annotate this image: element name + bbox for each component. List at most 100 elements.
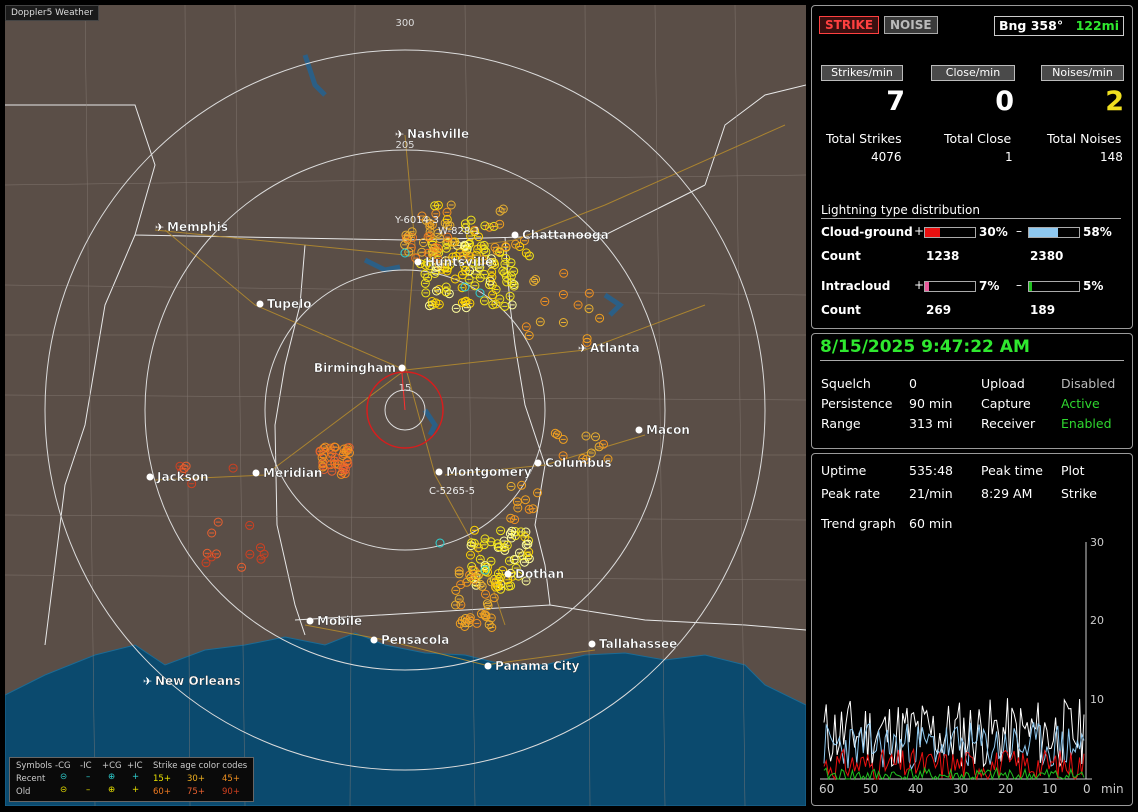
noises-min-value: 2 bbox=[1105, 86, 1124, 117]
uptime-label: Uptime bbox=[821, 463, 867, 478]
strike-marker-recent bbox=[435, 538, 445, 548]
x-tick-10: 10 bbox=[1042, 782, 1057, 796]
state-borders bbox=[5, 84, 806, 646]
strike-marker bbox=[595, 313, 605, 323]
strike-button[interactable]: STRIKE bbox=[819, 16, 880, 34]
cg-pos-count: 1238 bbox=[926, 249, 960, 263]
ring-label: 300 bbox=[395, 18, 414, 29]
strike-marker bbox=[483, 601, 493, 611]
city-label: Atlanta bbox=[590, 341, 640, 355]
strike-marker bbox=[477, 581, 487, 591]
strike-marker bbox=[473, 244, 483, 254]
lightning-map[interactable]: ✈ Nashville ✈ Memphis Chattanooga Huntsville T… bbox=[5, 5, 806, 806]
strike-marker bbox=[450, 274, 460, 284]
cg-neg-bar bbox=[1028, 227, 1080, 238]
trend-label: Trend graph bbox=[821, 516, 896, 531]
strike-marker bbox=[466, 541, 476, 551]
strike-marker bbox=[461, 223, 471, 233]
strike-marker bbox=[524, 504, 534, 514]
legend-type: +CG bbox=[102, 761, 122, 771]
strike-marker bbox=[491, 299, 501, 309]
close-min-header: Close/min bbox=[931, 65, 1015, 81]
strike-marker bbox=[228, 463, 238, 473]
squelch-label: Squelch bbox=[821, 376, 871, 391]
strike-marker bbox=[558, 434, 568, 444]
strike-marker bbox=[470, 281, 480, 291]
x-tick-20: 20 bbox=[998, 782, 1013, 796]
cg-pos-bar bbox=[924, 227, 976, 238]
strike-marker bbox=[430, 201, 440, 211]
strike-marker bbox=[517, 480, 527, 490]
city-label: Chattanooga bbox=[522, 228, 609, 242]
strike-marker bbox=[550, 428, 560, 438]
strike-marker bbox=[213, 517, 223, 527]
strike-marker bbox=[256, 554, 266, 564]
strike-marker bbox=[434, 260, 444, 270]
storm-id: C-5265-5 bbox=[429, 486, 475, 497]
trend-panel: Uptime 535:48 Peak time Plot Peak rate 2… bbox=[811, 453, 1133, 806]
upload-label: Upload bbox=[981, 376, 1025, 391]
plot-value[interactable]: Strike bbox=[1061, 486, 1097, 501]
city-label: Memphis bbox=[167, 220, 228, 234]
peak-time-label: Peak time bbox=[981, 463, 1043, 478]
strike-marker bbox=[245, 520, 255, 530]
strike-marker bbox=[496, 526, 506, 536]
distribution-title: Lightning type distribution bbox=[821, 203, 1121, 219]
strike-marker bbox=[498, 204, 508, 214]
strike-marker bbox=[481, 612, 491, 622]
strike-marker bbox=[443, 220, 452, 230]
city-label: Montgomery bbox=[446, 465, 532, 479]
plot-label: Plot bbox=[1061, 463, 1085, 478]
map-legend: Symbols -CG -IC +CG +IC Strike age color… bbox=[9, 757, 254, 802]
trend-series bbox=[823, 747, 1085, 781]
legend-type: -IC bbox=[80, 761, 92, 771]
strike-marker bbox=[491, 285, 501, 294]
legend-age-30: 30+ bbox=[187, 774, 205, 784]
ic-pos-bar bbox=[924, 281, 976, 292]
strike-marker-recent bbox=[480, 565, 490, 575]
strike-marker bbox=[454, 566, 464, 576]
strike-marker bbox=[504, 581, 514, 591]
strike-marker bbox=[584, 288, 594, 298]
strike-marker bbox=[492, 246, 502, 256]
strike-marker bbox=[512, 497, 522, 507]
city-dot bbox=[146, 473, 154, 481]
strike-marker bbox=[432, 286, 441, 296]
total-close-label: Total Close bbox=[944, 131, 1012, 146]
strike-marker bbox=[330, 442, 339, 452]
strike-marker bbox=[524, 331, 534, 340]
ring-labels: 300 205 15 bbox=[395, 18, 414, 394]
city-dot bbox=[635, 426, 643, 434]
strike-marker bbox=[498, 266, 508, 276]
strike-marker bbox=[521, 248, 531, 258]
strike-marker bbox=[464, 251, 474, 261]
peak-rate-value: 21/min bbox=[909, 486, 953, 501]
noise-button[interactable]: NOISE bbox=[884, 16, 938, 34]
strike-marker bbox=[402, 234, 412, 244]
strike-marker bbox=[478, 255, 488, 265]
strike-marker bbox=[423, 232, 433, 242]
strike-marker bbox=[509, 266, 519, 276]
city-label: New Orleans bbox=[155, 674, 241, 688]
strike-marker bbox=[317, 453, 327, 463]
city-dot bbox=[398, 364, 406, 372]
strike-marker bbox=[489, 221, 499, 231]
strike-marker bbox=[480, 534, 490, 544]
strike-marker bbox=[466, 215, 476, 225]
strike-marker bbox=[506, 513, 516, 523]
strike-marker bbox=[451, 585, 461, 595]
persistence-label: Persistence bbox=[821, 396, 893, 411]
legend-age-90: 90+ bbox=[222, 787, 240, 797]
ring-label: 15 bbox=[399, 383, 412, 394]
strike-marker bbox=[558, 290, 568, 299]
strike-marker bbox=[487, 623, 497, 632]
total-noises-label: Total Noises bbox=[1047, 131, 1122, 146]
strike-marker bbox=[484, 620, 494, 630]
strike-marker bbox=[343, 445, 353, 455]
trend-series bbox=[823, 722, 1085, 771]
y-tick-30: 30 bbox=[1090, 536, 1104, 549]
strike-marker bbox=[500, 301, 510, 311]
trend-lines bbox=[823, 698, 1085, 781]
strike-marker bbox=[514, 548, 524, 558]
trend-value: 60 min bbox=[909, 516, 953, 531]
